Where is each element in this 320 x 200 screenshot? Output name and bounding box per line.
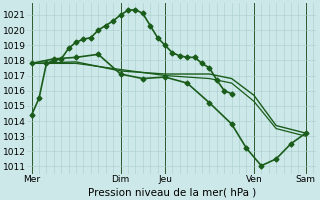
X-axis label: Pression niveau de la mer( hPa ): Pression niveau de la mer( hPa ) <box>88 187 256 197</box>
